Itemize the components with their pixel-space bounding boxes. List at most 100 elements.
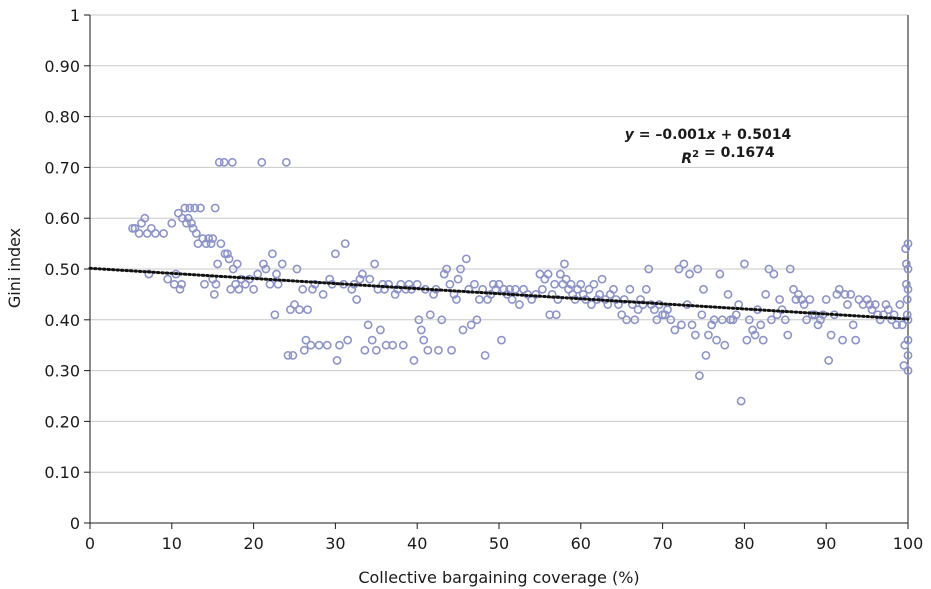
data-point xyxy=(367,335,377,345)
data-point xyxy=(226,284,236,294)
y-tick-label: 0.50 xyxy=(44,260,80,279)
data-point xyxy=(196,203,205,213)
data-point xyxy=(253,269,263,279)
data-point xyxy=(453,274,463,284)
data-point xyxy=(510,284,520,294)
data-point xyxy=(883,305,893,315)
data-point xyxy=(187,218,196,228)
data-point xyxy=(903,350,913,360)
data-point xyxy=(695,371,704,381)
data-point xyxy=(595,289,605,299)
data-point xyxy=(897,320,907,330)
data-point xyxy=(566,279,576,289)
data-point xyxy=(785,264,795,274)
data-point xyxy=(587,300,596,309)
data-point xyxy=(901,259,911,269)
data-point xyxy=(208,234,218,243)
data-point xyxy=(303,305,312,315)
data-point xyxy=(308,284,317,294)
x-tick-label: 50 xyxy=(489,534,509,553)
data-point xyxy=(690,330,700,340)
data-point xyxy=(375,325,385,335)
data-point xyxy=(167,218,177,228)
data-point xyxy=(824,356,834,365)
data-point xyxy=(720,340,730,350)
data-point xyxy=(214,157,224,167)
data-point xyxy=(277,259,287,269)
data-point xyxy=(597,274,607,284)
data-point xyxy=(292,264,302,274)
data-point xyxy=(537,284,547,294)
data-point xyxy=(576,279,586,289)
data-point xyxy=(887,315,897,325)
data-point xyxy=(201,239,211,248)
data-point xyxy=(902,295,912,304)
data-point xyxy=(259,259,268,269)
data-point xyxy=(903,264,913,274)
data-point xyxy=(761,289,771,299)
data-point xyxy=(674,264,684,274)
data-point xyxy=(360,345,370,355)
data-point xyxy=(456,264,465,274)
data-point xyxy=(343,335,353,345)
data-point xyxy=(434,345,443,355)
data-point xyxy=(224,254,234,264)
data-point xyxy=(677,320,686,330)
data-point xyxy=(609,284,618,294)
data-point xyxy=(848,320,858,330)
y-tick-label: 0.10 xyxy=(44,463,80,482)
data-point xyxy=(466,320,476,330)
data-point xyxy=(371,345,381,355)
data-point xyxy=(717,315,727,325)
data-point xyxy=(851,335,861,345)
data-point xyxy=(211,279,221,289)
data-point xyxy=(288,350,298,360)
data-point xyxy=(622,315,632,325)
data-point xyxy=(627,300,637,309)
data-point xyxy=(742,335,752,345)
data-point xyxy=(232,259,242,269)
x-tick-label: 90 xyxy=(816,534,836,553)
x-axis-ticks: 0 10 20 30 40 50 60 70 80 90 100 xyxy=(85,523,923,553)
x-tick-label: 20 xyxy=(243,534,263,553)
data-point xyxy=(480,350,490,360)
data-point xyxy=(619,295,629,304)
data-point xyxy=(452,295,461,304)
data-point xyxy=(200,279,209,289)
data-point xyxy=(560,259,569,269)
data-point xyxy=(630,315,640,325)
data-point xyxy=(731,310,741,320)
data-point xyxy=(740,259,749,269)
data-point xyxy=(273,279,283,289)
data-point xyxy=(704,330,713,340)
data-point xyxy=(223,249,232,259)
data-point xyxy=(843,300,852,309)
data-point xyxy=(892,320,901,330)
data-point xyxy=(185,203,195,213)
data-point xyxy=(412,279,422,289)
data-point xyxy=(355,274,365,284)
data-point xyxy=(650,305,659,315)
data-point xyxy=(193,239,203,248)
data-point xyxy=(458,325,468,335)
data-point xyxy=(365,274,375,284)
data-point xyxy=(895,300,905,309)
x-tick-label: 0 xyxy=(85,534,95,553)
data-point xyxy=(213,259,223,269)
data-point xyxy=(416,325,426,335)
data-point xyxy=(709,315,719,325)
data-point xyxy=(390,289,400,299)
y-tick-label: 0.80 xyxy=(44,108,80,127)
data-point xyxy=(134,229,144,238)
data-point xyxy=(388,340,398,350)
data-point xyxy=(802,315,811,325)
data-point xyxy=(701,350,711,360)
data-point xyxy=(756,320,766,330)
data-point xyxy=(398,340,408,350)
data-point xyxy=(712,335,721,345)
data-point xyxy=(903,366,913,375)
data-point xyxy=(617,310,627,320)
data-point xyxy=(797,295,807,304)
data-point xyxy=(901,244,910,254)
